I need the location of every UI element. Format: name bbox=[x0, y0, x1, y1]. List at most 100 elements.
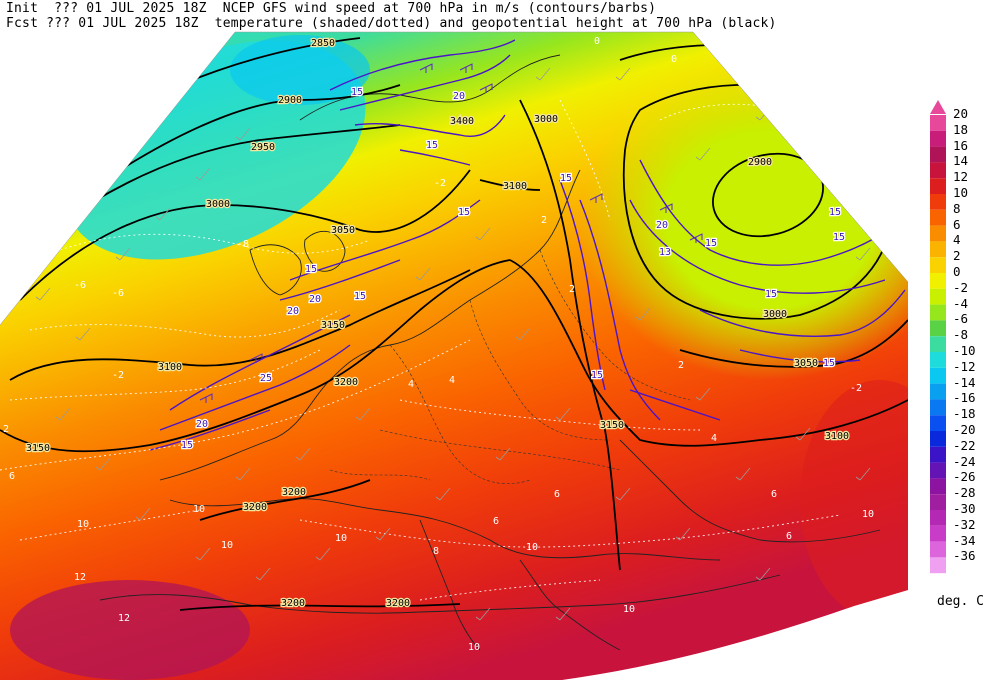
wind-speed-label: 15 bbox=[829, 207, 841, 218]
temperature-contour-label: 4 bbox=[449, 375, 455, 386]
colorbar-swatch bbox=[930, 225, 946, 242]
temperature-contour-label: 2 bbox=[3, 424, 9, 435]
wind-speed-label: 15 bbox=[823, 358, 835, 369]
temperature-contour-label: 4 bbox=[711, 433, 717, 444]
temperature-contour-label: 10 bbox=[193, 504, 205, 515]
colorbar-swatch bbox=[930, 557, 946, 574]
height-contour-label: 3150 bbox=[321, 320, 345, 331]
wind-speed-contours bbox=[149, 39, 906, 451]
warm-east-region bbox=[800, 380, 908, 620]
wind-speed-label: 15 bbox=[426, 140, 438, 151]
temperature-contour-label: 0 bbox=[594, 36, 600, 47]
height-contour-label: 3200 bbox=[281, 598, 305, 609]
height-contour-label: 3200 bbox=[334, 377, 358, 388]
colorbar-label: 8 bbox=[953, 200, 961, 216]
temperature-contour-label: 0 bbox=[671, 54, 677, 65]
colorbar-swatch bbox=[930, 194, 946, 210]
temperature-contour-label: 8 bbox=[433, 546, 439, 557]
colorbar-swatch bbox=[930, 541, 946, 558]
height-contour-label: 3150 bbox=[26, 443, 50, 454]
temperature-contour-label: -2 bbox=[112, 370, 124, 381]
wind-speed-label: 15 bbox=[351, 87, 363, 98]
colorbar-label: -32 bbox=[953, 516, 976, 532]
temperature-contour-label: 6 bbox=[786, 531, 792, 542]
colorbar-label: -4 bbox=[953, 295, 969, 311]
header-init-line: Init ??? 01 JUL 2025 18Z NCEP GFS wind s… bbox=[6, 1, 657, 16]
colorbar-label: -20 bbox=[953, 422, 976, 437]
colorbar-swatch bbox=[930, 478, 946, 495]
temperature-contour-label: 10 bbox=[526, 542, 538, 553]
colorbar-units: deg. C bbox=[937, 594, 984, 609]
wind-speed-label: 15 bbox=[765, 289, 777, 300]
height-contour-label: 3100 bbox=[503, 181, 527, 192]
height-contour-label: 2900 bbox=[278, 95, 302, 106]
colorbar-swatch bbox=[930, 146, 946, 163]
wind-speed-label: 25 bbox=[260, 373, 272, 384]
colorbar-swatch bbox=[930, 352, 946, 368]
height-contour-label: 3050 bbox=[331, 225, 355, 236]
wind-speed-label: 15 bbox=[560, 173, 572, 184]
colorbar-swatch bbox=[930, 510, 946, 526]
colorbar-swatch bbox=[930, 304, 946, 321]
temperature-contour-label: 2 bbox=[569, 284, 575, 295]
temperature-contour-label: -8 bbox=[237, 239, 249, 250]
colorbar-label: -24 bbox=[953, 453, 976, 469]
colorbar-label: -10 bbox=[953, 343, 976, 358]
colorbar-swatch bbox=[930, 178, 946, 194]
wind-speed-label: 15 bbox=[705, 238, 717, 249]
colorbar-arrow-top bbox=[930, 100, 946, 114]
colorbar-swatch bbox=[930, 462, 946, 479]
height-contour-label: 3200 bbox=[282, 487, 306, 498]
height-contour-label: 3150 bbox=[600, 420, 624, 431]
colorbar-swatch bbox=[930, 399, 946, 416]
colorbar-label: 12 bbox=[953, 169, 969, 185]
height-contours bbox=[0, 37, 908, 611]
height-contour-label: 3050 bbox=[794, 358, 818, 369]
wind-speed-label: 20 bbox=[287, 306, 299, 317]
height-contour-label: 3000 bbox=[763, 309, 787, 320]
colorbar-label: 10 bbox=[953, 185, 969, 200]
colorbar-swatch bbox=[930, 415, 946, 431]
colorbar-label: -36 bbox=[953, 548, 976, 564]
temperature-contour-label: 6 bbox=[771, 489, 777, 500]
colorbar-label: 4 bbox=[953, 232, 961, 248]
strong-wind-barbs bbox=[199, 63, 703, 403]
temperature-contour-label: 10 bbox=[335, 533, 347, 544]
wind-speed-label: 15 bbox=[305, 264, 317, 275]
height-contour-label: 3000 bbox=[534, 114, 558, 125]
height-labels: 2850 2900 2950 3000 3050 3100 3150 3150 3200 3200… bbox=[25, 37, 851, 611]
colorbar-swatch bbox=[930, 446, 946, 463]
temperature-colorbar bbox=[930, 100, 946, 574]
wind-speed-label: 20 bbox=[309, 294, 321, 305]
wind-speed-label: 20 bbox=[656, 220, 668, 231]
colorbar-label: -26 bbox=[953, 469, 976, 485]
colorbar-label: 18 bbox=[953, 121, 969, 137]
colorbar-label: -12 bbox=[953, 358, 976, 374]
height-contour-label: 2900 bbox=[748, 157, 772, 168]
height-contour-label: 2850 bbox=[311, 38, 335, 49]
colorbar-label: -14 bbox=[953, 374, 976, 390]
temperature-contour-label: 2 bbox=[678, 360, 684, 371]
colorbar-label: -6 bbox=[953, 311, 969, 327]
wind-speed-label: 20 bbox=[196, 419, 208, 430]
temperature-contour-label: 12 bbox=[74, 572, 86, 583]
temperature-contour-label: -2 bbox=[850, 383, 862, 394]
colorbar-swatch bbox=[930, 162, 946, 179]
temperature-isolines bbox=[0, 99, 841, 601]
temperature-contour-label: 10 bbox=[221, 540, 233, 551]
colorbar-label: 20 bbox=[953, 106, 969, 121]
wind-speed-label: 20 bbox=[453, 91, 465, 102]
temperature-contour-label: 10 bbox=[623, 604, 635, 615]
header-forecast-line: Fcst ??? 01 JUL 2025 18Z temperature (sh… bbox=[6, 16, 777, 31]
colorbar-swatch bbox=[930, 320, 946, 337]
temperature-contour-label: 10 bbox=[862, 509, 874, 520]
wind-barbs bbox=[35, 67, 871, 621]
colorbar-swatch bbox=[930, 209, 946, 226]
colorbar-swatch bbox=[930, 273, 946, 289]
temperature-contour-label: 6 bbox=[554, 489, 560, 500]
wind-speed-label: 13 bbox=[659, 247, 671, 258]
height-contour-label: 3200 bbox=[243, 502, 267, 513]
